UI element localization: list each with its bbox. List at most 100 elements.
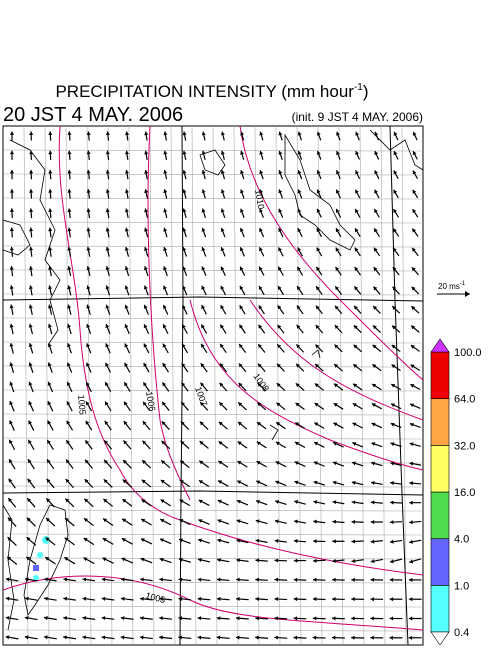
wind-arrow (45, 517, 56, 527)
arrow-head (412, 209, 417, 214)
arrow-head (216, 577, 221, 582)
wind-arrow (293, 558, 307, 563)
arrow-head (370, 635, 374, 640)
wind-arrow (27, 478, 36, 489)
arrow-head (255, 577, 259, 582)
arrow-head (391, 364, 396, 369)
wind-arrow (354, 208, 361, 218)
wind-arrow (332, 558, 345, 563)
wind-arrow (121, 518, 133, 526)
arrow-head (374, 170, 379, 175)
wind-arrow (315, 285, 323, 295)
coast (311, 349, 321, 359)
arrow-head (143, 304, 148, 309)
arrow-head (276, 402, 281, 407)
wind-arrow (29, 131, 34, 141)
arrow-head (7, 517, 12, 522)
arrow-head (412, 189, 417, 194)
wind-arrow (409, 422, 421, 428)
wind-arrow (28, 285, 33, 296)
wind-arrow (393, 150, 399, 160)
wind-arrow (101, 635, 115, 640)
arrow-head (259, 189, 264, 194)
wind-arrow (26, 517, 36, 527)
wind-arrow (295, 343, 305, 353)
wind-arrow (47, 304, 53, 315)
arrow-head (313, 558, 317, 563)
wind-arrow (6, 556, 18, 565)
wind-arrow (200, 362, 208, 373)
wind-arrow (333, 363, 343, 372)
wind-arrow (409, 403, 421, 410)
wind-arrow (179, 518, 191, 526)
arrow-head (370, 559, 375, 564)
arrow-head (297, 247, 302, 252)
wind-arrow (257, 363, 266, 373)
arrow-head (353, 344, 358, 349)
arrow-head (163, 285, 167, 290)
wind-arrow (9, 189, 15, 199)
wind-arrow (104, 420, 112, 431)
arrow-head (105, 169, 110, 174)
wind-arrow (335, 227, 342, 238)
wind-arrow (412, 208, 419, 218)
arrow-head (353, 325, 358, 330)
latitude-line (2, 296, 424, 302)
rain-area (37, 552, 43, 558)
wind-arrow (199, 421, 209, 430)
arrow-head (259, 266, 263, 271)
wind-arrow (122, 459, 132, 469)
wind-arrow (201, 150, 206, 160)
arrow-head (140, 596, 144, 601)
arrow-head (140, 577, 144, 582)
arrow-head (220, 305, 225, 310)
arrow-head (352, 442, 357, 446)
wind-arrow (409, 539, 422, 544)
map-frame (2, 125, 424, 646)
wind-arrow (410, 325, 420, 333)
wind-arrow (105, 285, 111, 296)
wind-arrow (312, 597, 326, 602)
wind-arrow (238, 343, 247, 353)
arrow-head (140, 616, 144, 621)
arrow-head (390, 500, 394, 505)
wind-arrow (179, 479, 191, 488)
arrow-head (259, 208, 263, 213)
arrow-head (332, 539, 336, 544)
wind-arrow (235, 635, 249, 640)
arrow-head (178, 557, 183, 562)
wind-arrow (101, 616, 115, 621)
wind-arrow (67, 246, 72, 257)
arrow-head (352, 403, 357, 407)
arrow-head (333, 383, 338, 388)
arrow-head (124, 266, 129, 271)
colorbar-segment (430, 585, 450, 633)
arrow-head (335, 208, 340, 213)
arrow-head (392, 306, 397, 310)
wind-arrow (160, 499, 171, 507)
wind-arrow (239, 266, 246, 276)
arrow-head (27, 478, 32, 483)
wind-arrow (182, 246, 188, 257)
arrow-head (316, 189, 321, 194)
wind-arrow (105, 266, 110, 277)
wind-arrow (48, 150, 53, 160)
wind-arrow (141, 498, 152, 507)
arrow-head (182, 343, 186, 348)
wind-arrow (275, 460, 287, 468)
wind-arrow (139, 616, 153, 621)
arrow-head (101, 635, 106, 640)
wind-arrow (25, 556, 37, 565)
arrow-head (274, 596, 279, 602)
arrow-head (256, 441, 261, 446)
arrow-head (197, 557, 202, 563)
arrow-head (48, 189, 53, 193)
arrow-head (355, 228, 359, 233)
arrow-head (143, 324, 148, 329)
arrow-head (255, 499, 260, 504)
arrow-head (48, 227, 53, 232)
wind-arrow (256, 441, 267, 449)
arrow-head (140, 538, 145, 543)
arrow-head (219, 402, 224, 407)
arrow-head (354, 247, 359, 252)
